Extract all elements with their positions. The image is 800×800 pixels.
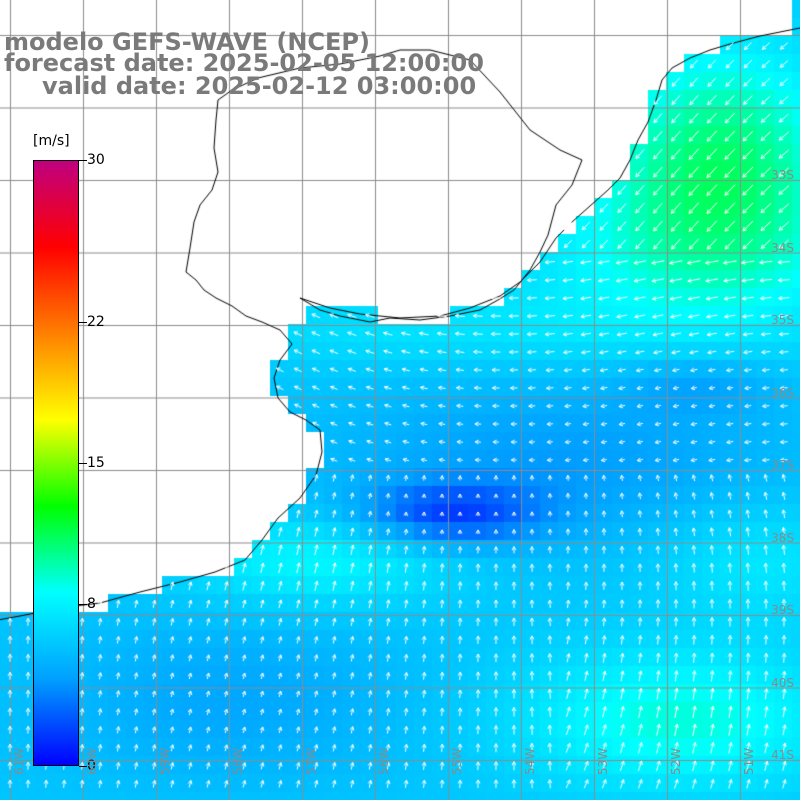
- latitude-label: 41S: [771, 748, 794, 762]
- colorbar-tick-mark: [79, 604, 87, 606]
- colorbar-tick-label: 30: [87, 152, 105, 168]
- colorbar-tick-label: 8: [87, 596, 96, 613]
- longitude-label: 58W: [231, 747, 245, 775]
- latitude-label: 35S: [771, 313, 794, 327]
- longitude-label: 54W: [523, 747, 537, 775]
- colorbar-tick-mark: [79, 160, 87, 161]
- colorbar: [33, 160, 79, 766]
- latitude-label: 36S: [771, 385, 794, 400]
- longitude-label: 52W: [669, 747, 683, 775]
- colorbar-tick-mark: [79, 463, 87, 464]
- longitude-label: 53W: [596, 747, 610, 775]
- latitude-label: 34S: [771, 240, 794, 255]
- colorbar-tick-label: 22: [87, 313, 105, 330]
- longitude-label: 61W: [12, 747, 26, 775]
- latitude-label: 33S: [771, 168, 794, 182]
- model-title: modelo GEFS-WAVE (NCEP): [4, 28, 370, 56]
- colorbar-tick-mark: [79, 766, 87, 767]
- latitude-label: 37S: [771, 458, 794, 472]
- latitude-label: 38S: [771, 530, 794, 545]
- longitude-label: 59W: [158, 747, 172, 775]
- longitude-label: 51W: [742, 747, 756, 775]
- colorbar-tick-label: 15: [87, 455, 105, 471]
- colorbar-tick-label: 0: [87, 758, 96, 774]
- latitude-label: 39S: [771, 603, 794, 617]
- valid-date: valid date: 2025-02-12 03:00:00: [42, 72, 477, 100]
- forecast-date: forecast date: 2025-02-05 12:00:00: [4, 49, 484, 77]
- longitude-label: 55W: [450, 747, 464, 775]
- latitude-label: 40S: [771, 675, 794, 690]
- colorbar-tick-mark: [79, 321, 87, 323]
- longitude-label: 57W: [304, 747, 318, 775]
- longitude-label: 60W: [85, 747, 99, 775]
- colorbar-unit: [m/s]: [33, 133, 70, 149]
- longitude-label: 56W: [377, 747, 391, 775]
